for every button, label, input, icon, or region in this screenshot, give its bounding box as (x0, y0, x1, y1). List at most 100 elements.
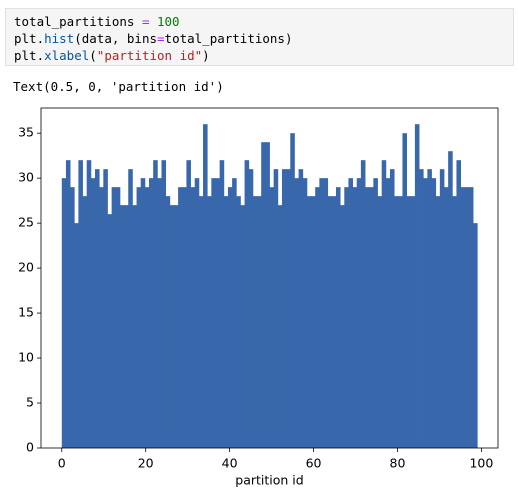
bar (344, 187, 349, 448)
code-token: plt. (14, 48, 45, 63)
bar (298, 169, 304, 449)
bar (402, 133, 407, 448)
bar (240, 205, 245, 448)
bar (203, 124, 208, 448)
code-token: (data, bins (74, 31, 158, 46)
y-tick-label: 10 (18, 350, 34, 365)
code-cell: total_partitions = 100 plt.hist(data, bin… (5, 8, 514, 66)
bar (124, 205, 129, 448)
y-tick-label: 20 (18, 260, 34, 275)
bar (107, 214, 113, 448)
bar (327, 196, 333, 448)
bar (294, 178, 299, 448)
bar (190, 187, 196, 448)
bar (273, 169, 279, 449)
x-tick-label: 20 (138, 456, 154, 471)
bar (157, 178, 162, 448)
bar (473, 223, 478, 448)
bar (443, 187, 449, 448)
x-tick-label: 40 (222, 456, 238, 471)
bar (464, 187, 470, 448)
bar (452, 196, 457, 448)
bar (281, 169, 287, 449)
bar (431, 178, 437, 448)
bar (169, 205, 175, 448)
code-token: total_partitions) (164, 31, 293, 46)
bar (352, 187, 358, 448)
bar (319, 178, 324, 448)
bar (198, 196, 204, 448)
code-line: plt.xlabel("partition id") (14, 47, 505, 64)
code-token: ) (202, 48, 210, 63)
x-tick-label: 100 (469, 456, 493, 471)
y-tick-label: 30 (18, 170, 34, 185)
x-tick-label: 0 (58, 456, 66, 471)
bar (95, 169, 100, 449)
bar (360, 160, 366, 448)
bar (306, 196, 312, 448)
bar (269, 187, 275, 448)
bar (86, 160, 92, 448)
bar (223, 196, 229, 448)
y-tick-label: 35 (18, 125, 34, 140)
bar (456, 160, 462, 448)
bar (265, 142, 270, 448)
bar (423, 178, 428, 448)
x-tick-label: 60 (306, 456, 322, 471)
code-token: ( (89, 48, 97, 63)
bar (369, 187, 374, 448)
bar (381, 160, 387, 448)
axes-frame (40, 107, 499, 449)
bar (419, 169, 424, 449)
code-line: plt.hist(data, bins=total_partitions) (14, 30, 505, 47)
bar (302, 178, 308, 448)
y-tick-label: 5 (26, 395, 34, 410)
bar (207, 196, 212, 448)
bar (178, 187, 183, 448)
bar (277, 205, 283, 448)
bar (331, 196, 337, 448)
y-tick-label: 0 (26, 440, 34, 455)
bar (140, 178, 146, 448)
bar (385, 178, 391, 448)
x-axis-label: partition id (235, 473, 303, 488)
bar (103, 169, 108, 449)
bar (257, 196, 262, 448)
bar (78, 160, 83, 448)
bar (427, 169, 432, 449)
code-token: hist (44, 31, 75, 46)
bar (182, 187, 187, 448)
bar (132, 205, 137, 448)
bar (111, 187, 117, 448)
bar (70, 187, 75, 448)
code-line: total_partitions = 100 (14, 13, 505, 30)
bar (186, 160, 191, 448)
bar (65, 160, 71, 448)
bar (311, 196, 316, 448)
bar (90, 178, 96, 448)
bar (365, 187, 370, 448)
bar (244, 160, 250, 448)
bar (435, 196, 441, 448)
bar (414, 124, 420, 448)
bar (468, 187, 474, 448)
bar (149, 178, 154, 448)
code-token: "partition id" (96, 48, 203, 63)
bar (340, 205, 345, 448)
bar (286, 169, 291, 449)
bar (173, 205, 179, 448)
code-token: = (157, 31, 165, 46)
y-tick-label: 25 (18, 215, 34, 230)
bar (74, 223, 79, 448)
bar (115, 187, 121, 448)
y-tick-label: 15 (18, 305, 34, 320)
bar (136, 187, 142, 448)
bar (252, 196, 258, 448)
bar (290, 133, 295, 448)
bar (119, 205, 125, 448)
bar (348, 178, 353, 448)
bar (144, 187, 150, 448)
bar (165, 196, 171, 448)
code-token: = (134, 14, 157, 29)
